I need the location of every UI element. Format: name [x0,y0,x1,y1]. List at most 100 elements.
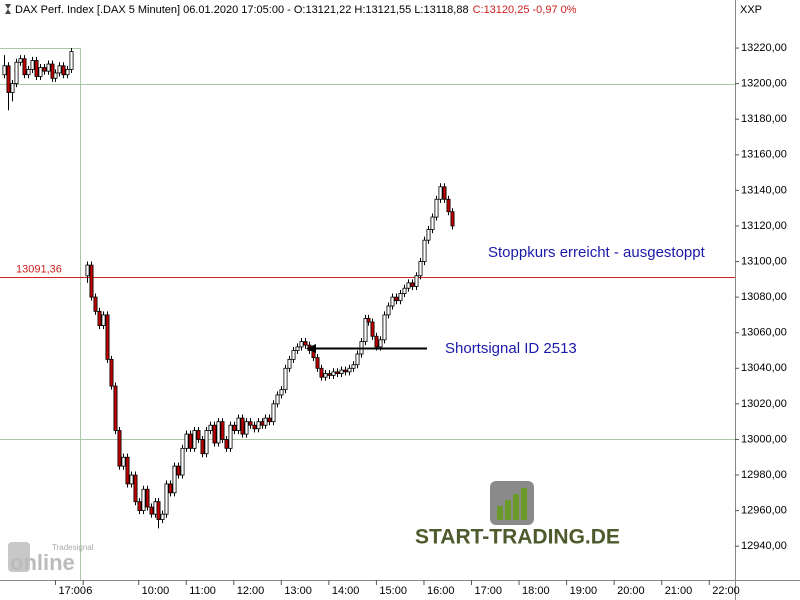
x-tick-label: 17:00 [475,585,503,597]
candle-body [366,318,371,323]
candle-body [164,483,169,515]
header-icon [5,4,11,14]
candle-body [22,58,27,76]
candle-body [402,287,407,294]
y-tick-label: 13160,00 [741,149,787,161]
candle-body [363,318,368,342]
candle-body [430,216,435,230]
candle-body [248,421,253,426]
x-tick-label: 15:00 [379,585,407,597]
y-tick-label: 12960,00 [741,505,787,517]
x-tick-label: 16:00 [427,585,455,597]
candle-body [6,65,11,93]
candle-body [149,506,154,515]
candle-body [339,369,344,375]
candle-body [2,65,7,76]
candle-body [351,364,356,369]
candle-body [450,211,455,227]
candle-body [42,67,47,72]
candle-body [271,403,276,423]
candle-body [224,439,229,449]
candle-body [347,367,352,373]
candle-body [315,357,320,369]
annotation: Shortsignal ID 2513 [445,340,577,357]
candle-body [14,61,19,85]
candle-body [160,513,165,520]
y-tick-label: 13000,00 [741,433,787,445]
y-tick-label: 13080,00 [741,291,787,303]
axis-corner-label: XXP [740,4,762,16]
y-tick-label: 12980,00 [741,469,787,481]
candle-body [442,186,447,200]
candle-body [89,264,94,298]
candle-body [279,389,284,396]
marks-layer [2,48,455,529]
x-tick-label: 17:00 [58,585,86,597]
header: DAX Perf. Index [.DAX 5 Minuten] 06.01.2… [15,4,577,16]
candle-body [145,488,150,508]
candle-body [113,385,118,431]
candle-body [65,68,70,76]
candle-body [406,282,411,289]
candle-body [109,358,114,387]
candle-body [382,314,387,341]
x-tick-label: 22:00 [712,585,740,597]
candle-body [26,68,31,76]
candle-body [426,229,431,241]
header-bg [0,0,580,19]
x-tick-label: 12:00 [237,585,265,597]
candle-body [446,198,451,213]
candle-body [434,198,439,218]
candle-body [355,353,360,366]
x-tick-label: 13:00 [284,585,312,597]
candle-body [57,65,62,74]
candle-body [267,417,272,423]
logo-main: online [10,550,75,575]
candle-body [303,341,308,346]
candle-body [188,433,193,449]
logo-top: Tradesignal [52,543,94,552]
candle-body [386,305,391,316]
x-tick-label: 10:00 [142,585,170,597]
candle-body [394,296,399,302]
candle-body [216,421,221,444]
watermark: START-TRADING.DE [415,526,620,549]
candle-body [283,367,288,391]
candle-body [208,424,213,431]
y-tick-label: 13140,00 [741,184,787,196]
annotation: Stoppkurs erreicht - ausgestoppt [488,244,706,261]
candle-body [343,369,348,373]
candle-body [34,60,39,77]
x-tick-label: 6 [86,585,92,597]
candle-body [323,373,328,378]
candle-body [85,264,90,277]
candle-body [438,186,443,200]
candle-body [410,282,415,287]
arrow-head [306,344,316,353]
candle-body [398,293,403,302]
candle-body [418,261,423,277]
candle-body [53,72,58,79]
candle-body [335,371,340,375]
grid-layer: 13091,36 [0,84,735,440]
candle-body [93,296,98,312]
y-tick-label: 12940,00 [741,540,787,552]
y-tick-label: 13200,00 [741,78,787,90]
candle-body [236,417,241,431]
candle-body [133,474,138,503]
candle-body [390,296,395,307]
candle-body [319,367,324,378]
candle-body [252,424,257,430]
candle-body [374,335,379,348]
y-tick-label: 13120,00 [741,220,787,232]
candle-body [192,430,197,449]
candle-body [97,310,102,326]
candle-body [30,60,35,70]
candle-body [38,67,43,77]
candle-body [46,63,51,72]
reference-label: 13091,36 [16,263,62,275]
y-tick-label: 13100,00 [741,255,787,267]
x-tick-label: 14:00 [332,585,360,597]
candle-body [204,430,209,455]
y-tick-label: 13220,00 [741,42,787,54]
